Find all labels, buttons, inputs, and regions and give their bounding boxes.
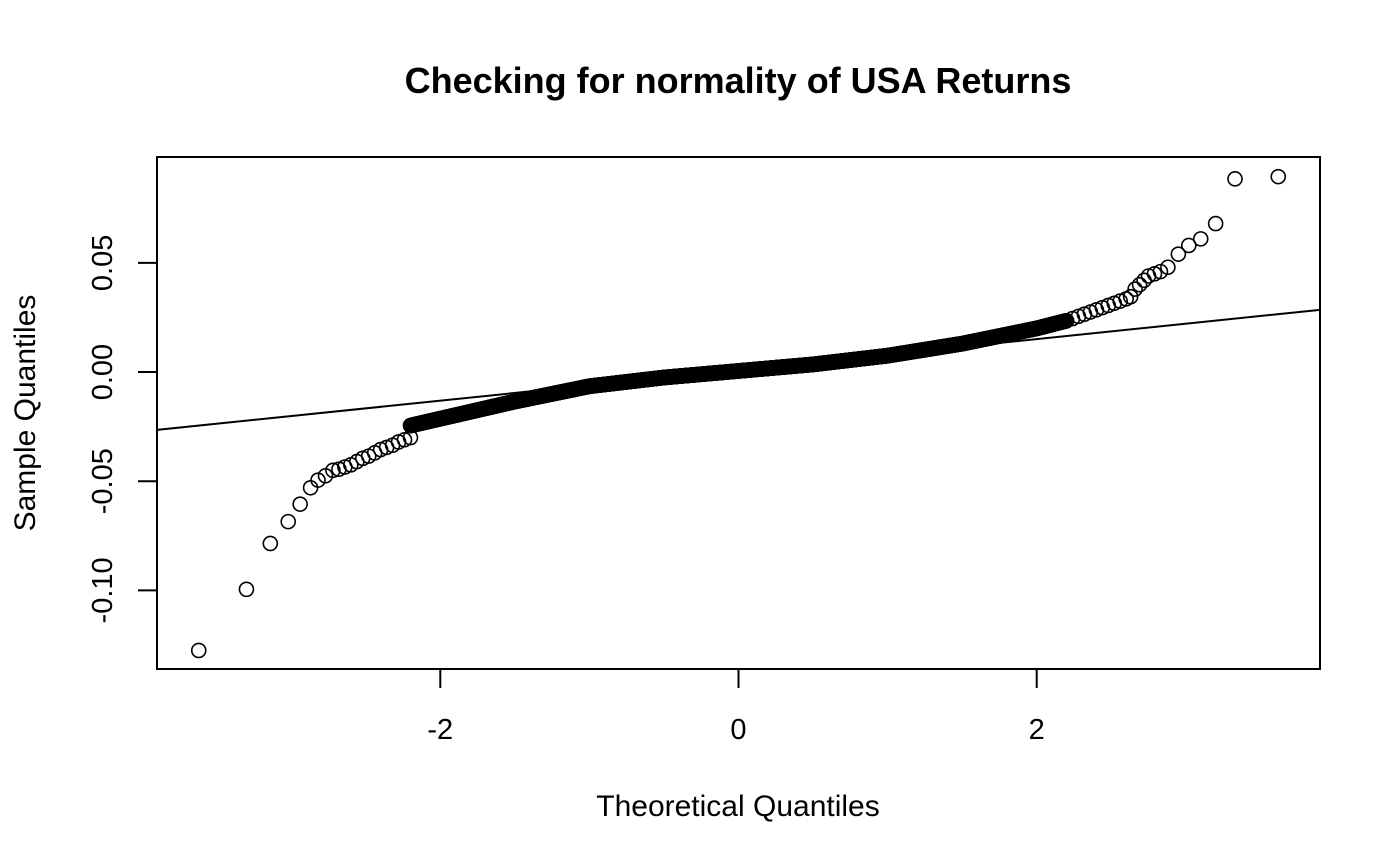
data-point — [1180, 237, 1197, 254]
x-tick-label: -2 — [427, 714, 453, 746]
y-tick-label: -0.10 — [87, 557, 119, 623]
reference-line — [156, 308, 1321, 431]
y-axis: -0.10 -0.05 0.00 0.05 — [87, 235, 157, 623]
y-tick-label: 0.05 — [87, 235, 119, 291]
data-point — [325, 462, 341, 479]
data-point — [1152, 263, 1169, 280]
x-axis: -2 0 2 — [427, 669, 1045, 746]
data-point — [1170, 246, 1187, 262]
data-point — [190, 642, 207, 659]
data-point — [1227, 171, 1243, 187]
x-axis-label: Theoretical Quantiles — [596, 790, 879, 823]
chart-title: Checking for normality of USA Returns — [405, 60, 1072, 101]
data-point — [302, 479, 319, 496]
y-tick-label: -0.05 — [87, 448, 119, 514]
y-axis-label: Sample Quantiles — [9, 295, 42, 532]
plot-frame — [156, 156, 1321, 670]
data-point — [1192, 231, 1209, 247]
data-point — [1270, 168, 1287, 185]
data-point — [1160, 259, 1176, 276]
data-points — [190, 168, 1287, 659]
data-point — [1131, 276, 1148, 293]
data-point — [262, 535, 279, 552]
data-point — [1127, 281, 1143, 297]
data-point — [238, 581, 255, 598]
data-point — [280, 513, 297, 530]
y-tick-label: 0.00 — [87, 344, 119, 400]
data-point — [310, 472, 326, 488]
data-point — [1207, 215, 1224, 232]
x-tick-label: 0 — [730, 714, 746, 746]
x-tick-label: 2 — [1029, 714, 1045, 746]
data-point — [292, 496, 308, 512]
data-point — [1122, 288, 1139, 305]
